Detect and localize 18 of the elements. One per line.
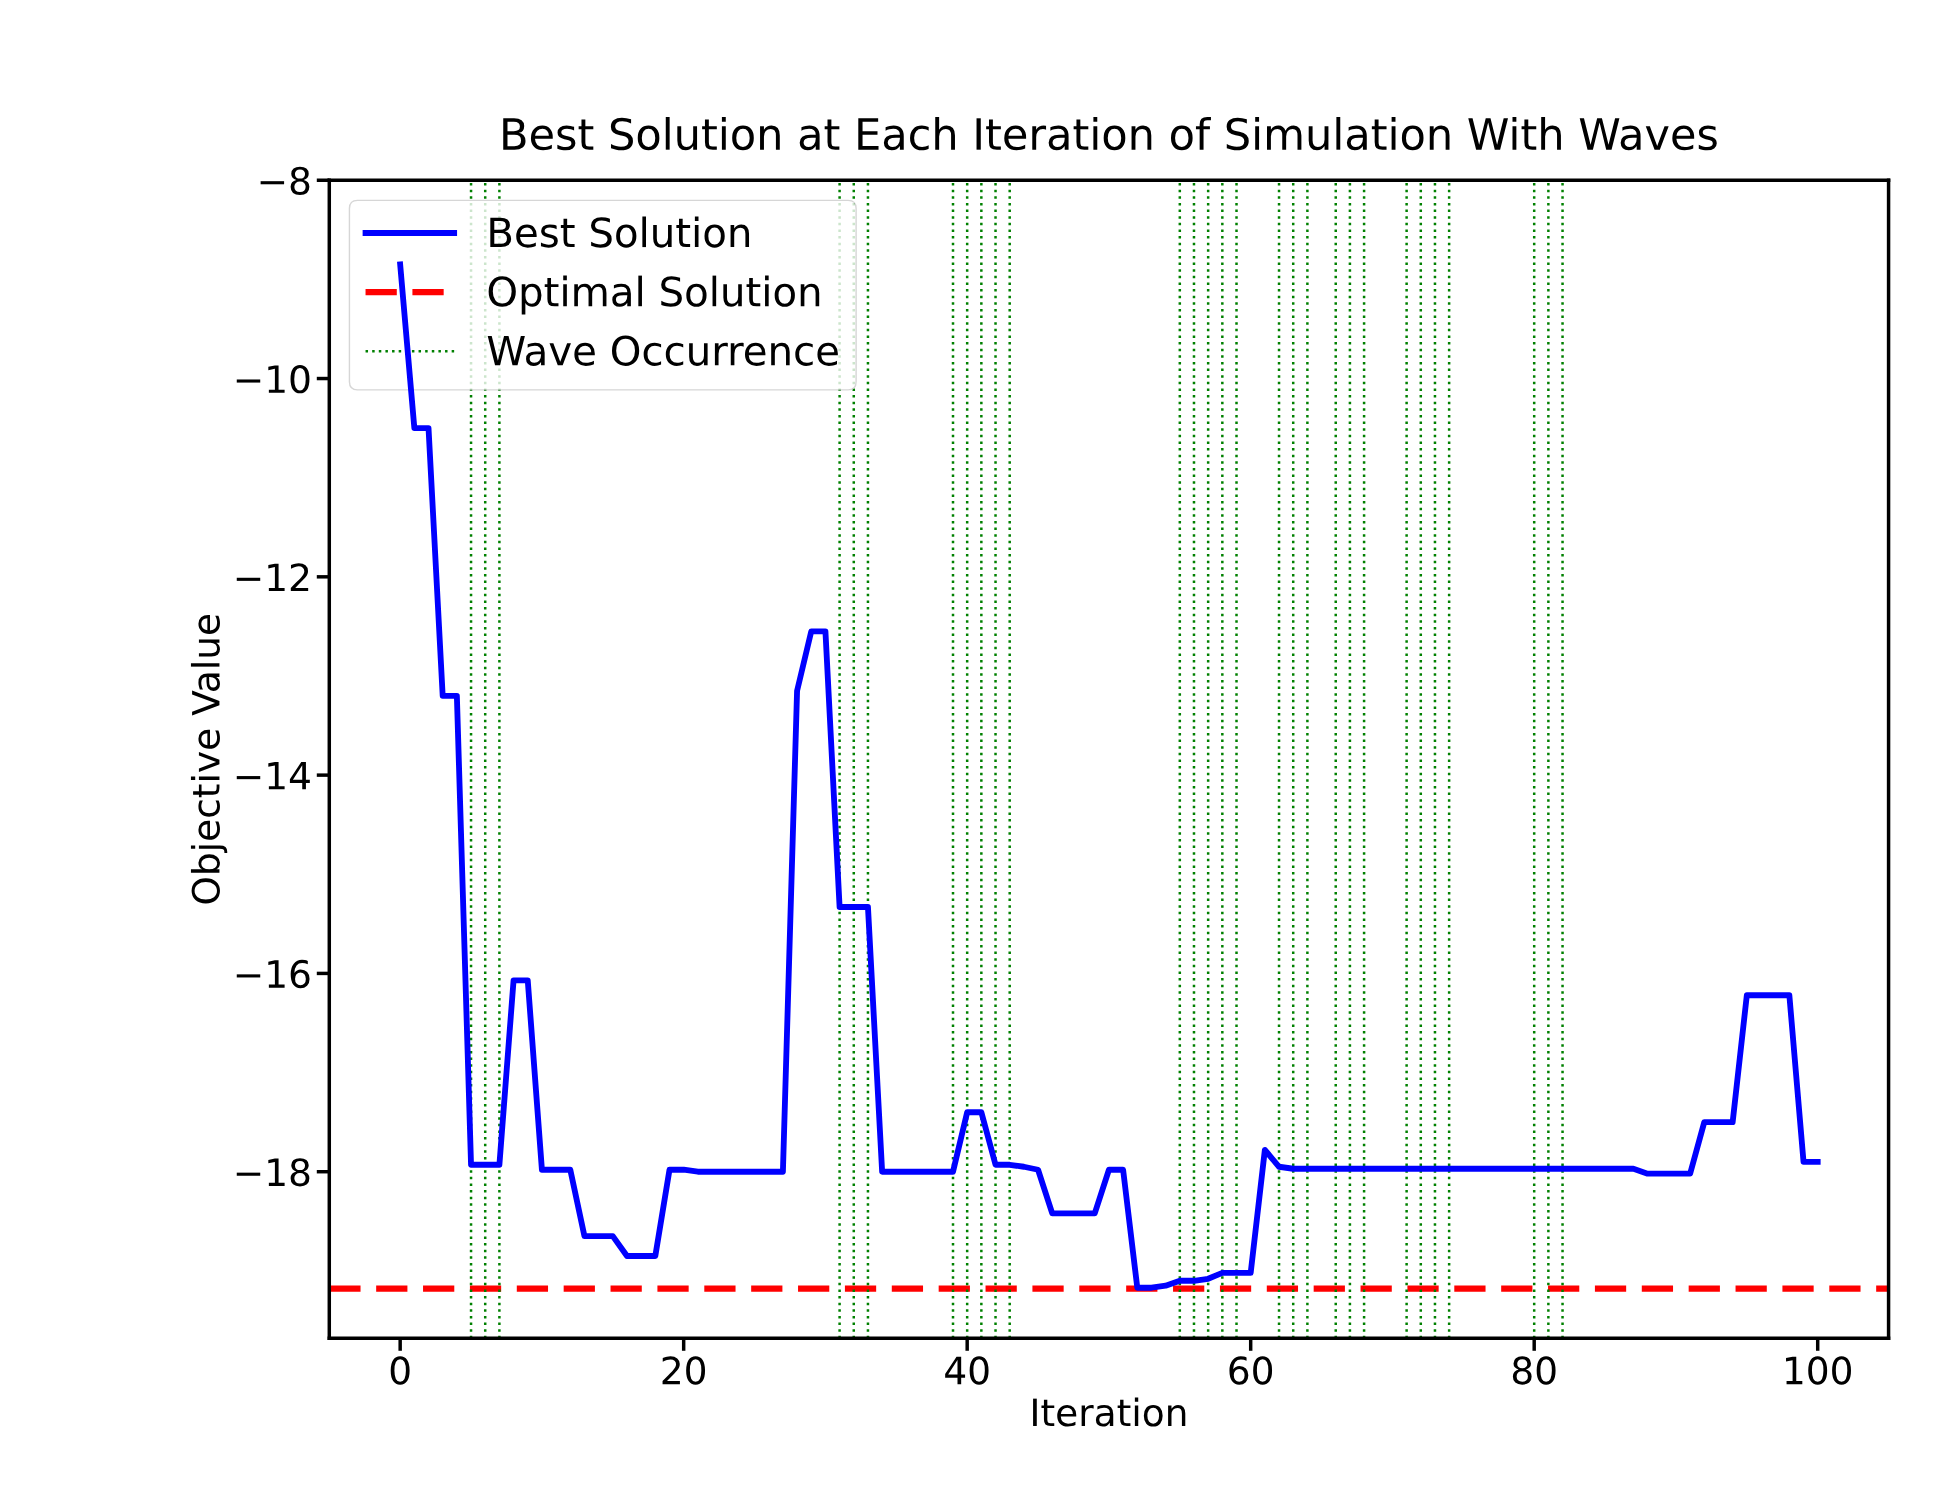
y-tick-label: −10	[236, 364, 310, 394]
x-tick-label: 100	[1786, 1356, 1851, 1385]
x-axis-title: Iteration	[1033, 1397, 1186, 1427]
x-tick-label: 60	[1229, 1356, 1273, 1385]
x-tick-label: 20	[662, 1356, 706, 1385]
y-tick-label: −18	[236, 1158, 310, 1187]
chart-title: Best Solution at Each Iteration of Simulation With Waves	[503, 116, 1717, 151]
x-tick-label: 40	[945, 1356, 989, 1385]
x-tick-label: 0	[390, 1356, 410, 1385]
ref-line-label: Wave Occurrence	[487, 335, 838, 366]
y-tick-label: −12	[236, 563, 309, 592]
x-tick-label: 80	[1512, 1356, 1556, 1385]
y-tick-label: −14	[236, 762, 310, 790]
y-tick-label: −16	[236, 959, 310, 989]
legend-label: Best Solution	[490, 216, 750, 248]
y-axis-title: Objective Value	[190, 614, 228, 904]
y-tick-label: −8	[260, 166, 310, 196]
legend-label: Optimal Solution	[488, 275, 820, 315]
